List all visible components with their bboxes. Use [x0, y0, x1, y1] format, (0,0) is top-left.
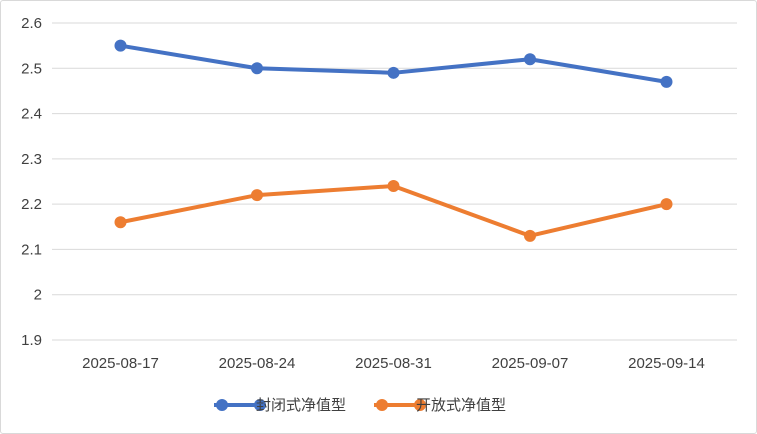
gridlines	[52, 22, 737, 341]
legend-marker	[414, 399, 426, 411]
legend-label: 开放式净值型	[416, 396, 506, 414]
data-point	[251, 189, 263, 202]
data-point	[660, 198, 673, 211]
data-point	[251, 62, 263, 75]
data-point	[660, 75, 673, 88]
legend-marker	[216, 399, 228, 411]
x-tick-label: 2025-09-07	[492, 355, 569, 372]
y-axis-ticks: 1.9 2 2.1 2.2 2.3 2.4 2.5 2.6	[21, 15, 42, 349]
series-layer	[114, 39, 673, 242]
x-tick-label: 2025-08-31	[355, 355, 432, 372]
series-line	[118, 184, 669, 238]
data-point	[524, 53, 536, 66]
y-tick-label: 2.6	[21, 15, 42, 32]
legend-item: 封闭式净值型	[214, 396, 346, 414]
legend: 封闭式净值型 开放式净值型	[214, 396, 506, 414]
x-tick-label: 2025-09-14	[628, 355, 705, 372]
series-1	[114, 39, 673, 88]
data-point	[387, 66, 400, 79]
data-point	[114, 216, 127, 229]
legend-marker	[376, 399, 388, 411]
y-tick-label: 2.1	[21, 241, 42, 258]
legend-marker	[254, 399, 266, 411]
data-point	[387, 180, 400, 193]
data-point	[114, 39, 127, 52]
y-tick-label: 2.3	[21, 151, 42, 168]
series-2	[114, 180, 673, 242]
y-tick-label: 2.4	[21, 106, 42, 123]
y-tick-label: 2.5	[21, 60, 42, 77]
y-tick-label: 2	[34, 287, 42, 304]
data-point	[524, 229, 536, 242]
y-tick-label: 2.2	[21, 196, 42, 213]
x-tick-label: 2025-08-24	[219, 355, 296, 372]
x-tick-label: 2025-08-17	[82, 355, 159, 372]
x-axis-ticks: 2025-08-17 2025-08-24 2025-08-31 2025-09-07…	[82, 355, 705, 372]
legend-label: 封闭式净值型	[256, 396, 346, 414]
y-tick-label: 1.9	[21, 332, 42, 349]
legend-item: 开放式净值型	[374, 396, 506, 414]
